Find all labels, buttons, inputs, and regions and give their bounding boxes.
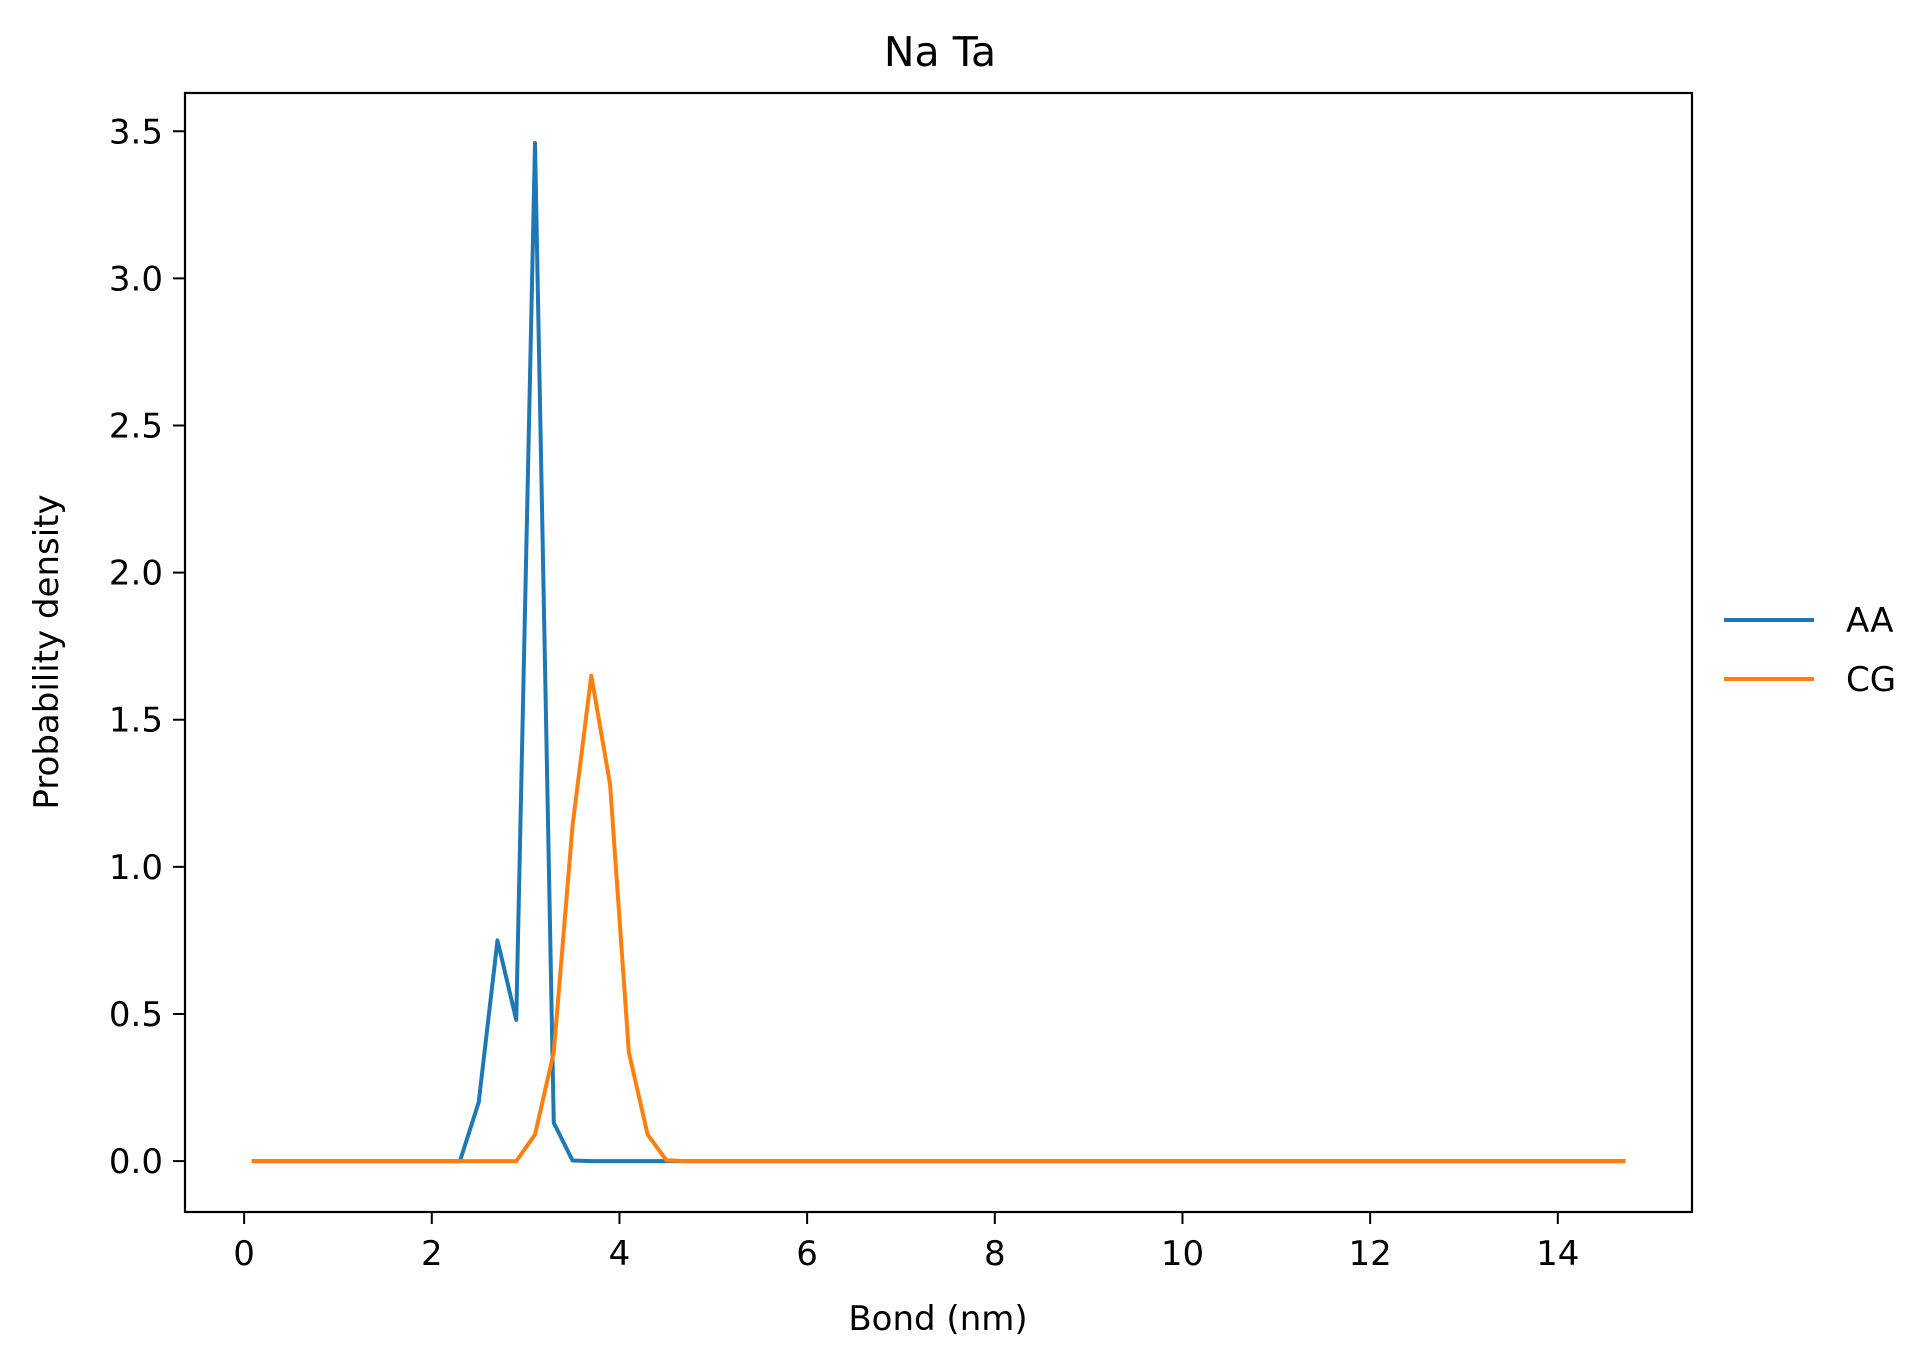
y-tick-label: 0.0 (109, 1142, 163, 1182)
legend-label-aa: AA (1846, 601, 1893, 641)
y-tick-label: 1.0 (109, 848, 163, 888)
y-tick-label: 2.0 (109, 554, 163, 594)
y-tick-label: 2.5 (109, 406, 163, 446)
x-axis: 0 2 4 6 8 10 12 14 (233, 1212, 1579, 1274)
x-tick-label: 4 (609, 1234, 631, 1274)
y-tick-label: 1.5 (109, 701, 163, 741)
y-tick-label: 3.5 (109, 112, 163, 152)
y-axis-label: Probability density (27, 494, 67, 809)
chart-title: Na Ta (884, 28, 996, 76)
x-tick-label: 0 (233, 1234, 255, 1274)
x-tick-label: 12 (1349, 1234, 1392, 1274)
x-tick-label: 10 (1161, 1234, 1204, 1274)
x-tick-label: 2 (421, 1234, 443, 1274)
legend: AA CG (1724, 601, 1896, 700)
x-axis-label: Bond (nm) (848, 1299, 1027, 1339)
x-tick-label: 14 (1536, 1234, 1579, 1274)
plot-frame (183, 91, 1694, 1214)
y-tick-label: 0.5 (109, 995, 163, 1035)
legend-label-cg: CG (1846, 660, 1896, 700)
x-tick-label: 8 (984, 1234, 1006, 1274)
series-line-cg (251, 673, 1626, 1164)
x-tick-label: 6 (796, 1234, 818, 1274)
y-tick-label: 3.0 (109, 259, 163, 299)
series-layer (251, 141, 1626, 1164)
y-axis: 0.0 0.5 1.0 1.5 2.0 2.5 3.0 3.5 (109, 112, 185, 1182)
